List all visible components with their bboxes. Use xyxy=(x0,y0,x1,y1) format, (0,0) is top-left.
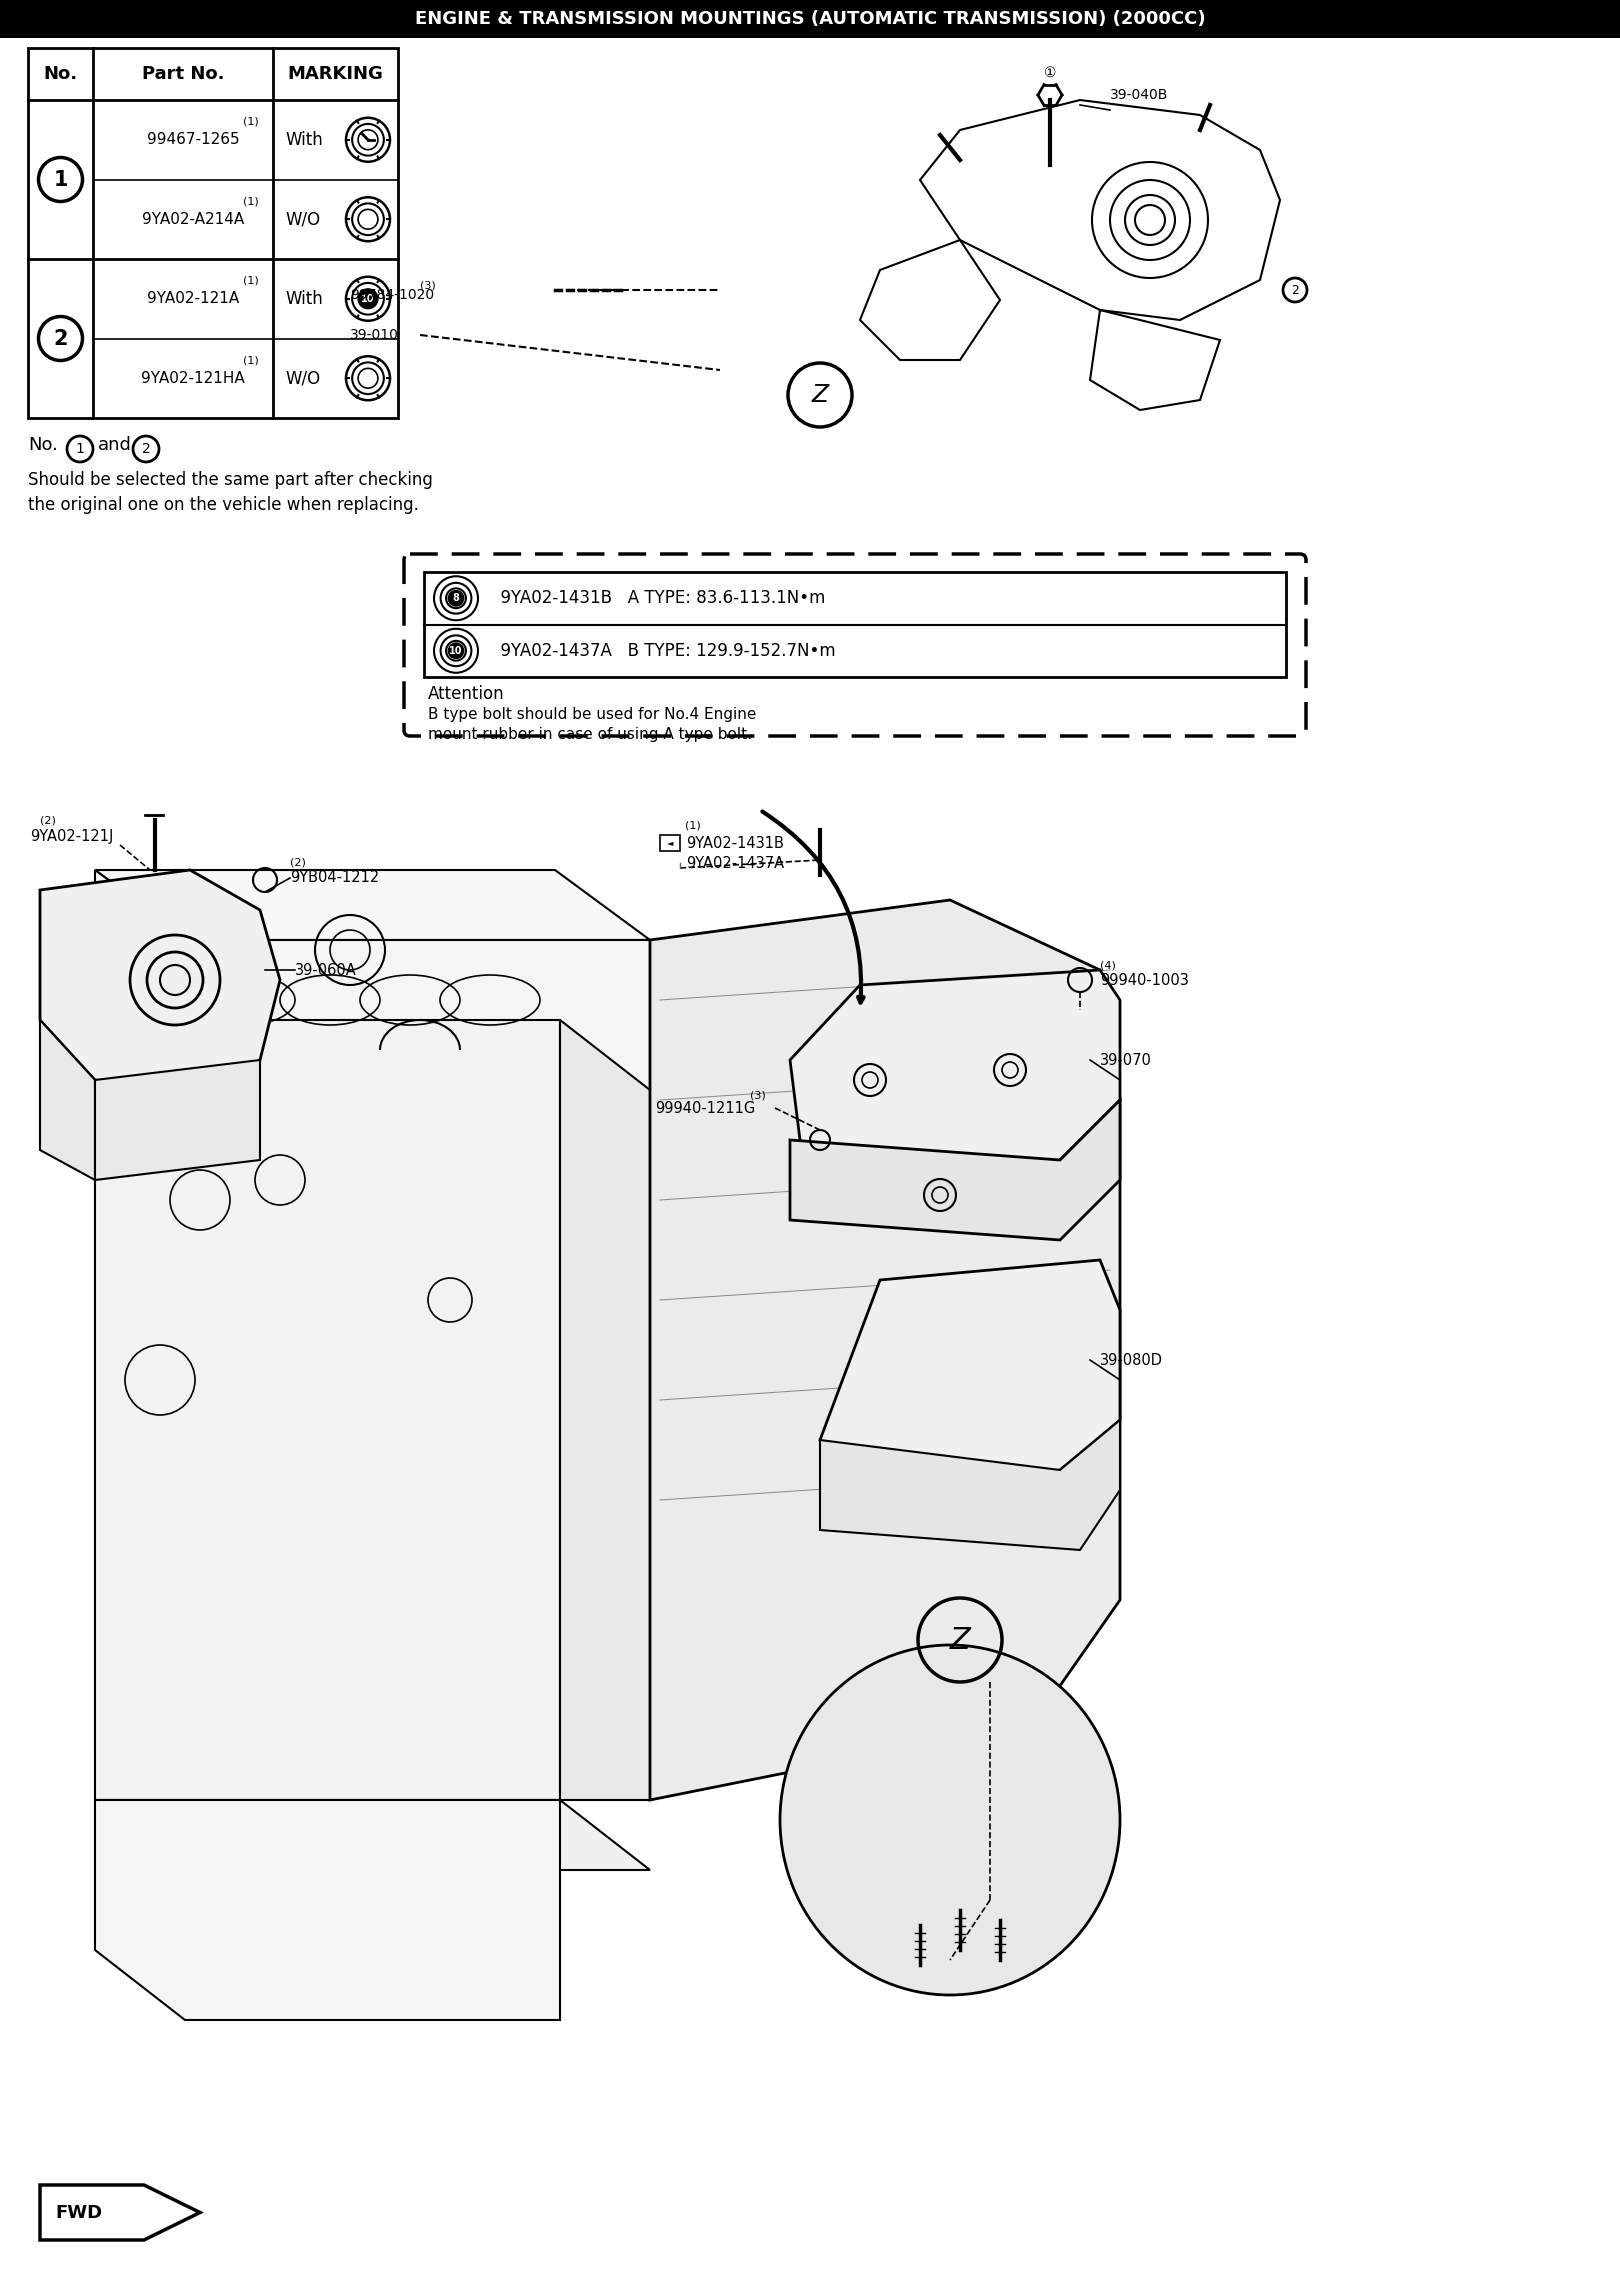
Text: 9YB04-1212: 9YB04-1212 xyxy=(290,869,379,885)
Text: ①: ① xyxy=(1043,66,1056,80)
FancyBboxPatch shape xyxy=(403,553,1306,735)
Bar xyxy=(0,0,1620,39)
Text: (4): (4) xyxy=(1100,960,1116,970)
Text: mount rubber in case of using A type bolt.: mount rubber in case of using A type bol… xyxy=(428,726,752,742)
Text: Attention: Attention xyxy=(428,685,504,703)
Text: Z: Z xyxy=(949,1625,970,1655)
Text: (2): (2) xyxy=(290,858,306,867)
Polygon shape xyxy=(40,1020,96,1179)
Polygon shape xyxy=(40,2185,199,2240)
Polygon shape xyxy=(40,869,280,1090)
Text: 8: 8 xyxy=(452,594,460,603)
Bar xyxy=(28,48,399,419)
Text: (1): (1) xyxy=(243,196,259,207)
Polygon shape xyxy=(820,1420,1119,1550)
Text: 39-070: 39-070 xyxy=(1100,1052,1152,1067)
Circle shape xyxy=(449,589,463,605)
Text: (1): (1) xyxy=(243,275,259,287)
Polygon shape xyxy=(96,869,650,940)
Text: and: and xyxy=(97,437,131,453)
Text: Part No.: Part No. xyxy=(143,66,224,82)
Text: 9YA02-121J: 9YA02-121J xyxy=(31,828,113,844)
Text: 9YA02-1437A: 9YA02-1437A xyxy=(685,856,784,869)
Text: 99940-1211G: 99940-1211G xyxy=(654,1102,755,1115)
Text: (3): (3) xyxy=(420,280,436,289)
Bar xyxy=(424,571,1286,676)
Polygon shape xyxy=(96,1800,561,2021)
Text: (1): (1) xyxy=(243,355,259,364)
Polygon shape xyxy=(96,1061,259,1179)
Text: (1): (1) xyxy=(685,819,701,831)
Polygon shape xyxy=(791,970,1119,1179)
Polygon shape xyxy=(561,1020,650,1800)
Text: (1): (1) xyxy=(243,116,259,127)
Circle shape xyxy=(358,289,377,310)
Text: 39-060A: 39-060A xyxy=(295,963,356,976)
Text: 99940-1003: 99940-1003 xyxy=(1100,972,1189,988)
Text: With: With xyxy=(285,130,322,148)
Text: 1: 1 xyxy=(76,442,84,455)
Text: the original one on the vehicle when replacing.: the original one on the vehicle when rep… xyxy=(28,496,420,514)
Bar xyxy=(659,835,680,851)
Text: 39-040B: 39-040B xyxy=(1110,89,1168,102)
Text: No.: No. xyxy=(44,66,78,82)
Text: 10: 10 xyxy=(449,646,463,655)
Text: No.: No. xyxy=(28,437,58,453)
Text: Z: Z xyxy=(812,382,828,407)
Text: 99467-1265: 99467-1265 xyxy=(147,132,240,148)
Text: With: With xyxy=(285,289,322,307)
Polygon shape xyxy=(96,869,650,1090)
Text: 9YA02-1431B   A TYPE: 83.6-113.1N•m: 9YA02-1431B A TYPE: 83.6-113.1N•m xyxy=(489,589,825,608)
Text: Should be selected the same part after checking: Should be selected the same part after c… xyxy=(28,471,433,489)
Text: W/O: W/O xyxy=(285,369,321,387)
Polygon shape xyxy=(650,899,1119,1800)
Polygon shape xyxy=(791,1099,1119,1240)
Text: B type bolt should be used for No.4 Engine: B type bolt should be used for No.4 Engi… xyxy=(428,708,757,721)
Text: 9YA02-1431B: 9YA02-1431B xyxy=(685,835,784,851)
Text: ◄: ◄ xyxy=(667,838,674,847)
Text: 39-010: 39-010 xyxy=(350,328,399,341)
Text: 39-080D: 39-080D xyxy=(1100,1352,1163,1368)
Text: 2: 2 xyxy=(1291,284,1299,296)
Text: 99784-1020: 99784-1020 xyxy=(350,289,434,303)
Text: 9YA02-121HA: 9YA02-121HA xyxy=(141,371,245,385)
Text: 2: 2 xyxy=(53,328,68,348)
Polygon shape xyxy=(96,1800,650,1871)
Text: 9YA02-121A: 9YA02-121A xyxy=(147,291,240,307)
Polygon shape xyxy=(96,1020,190,1821)
Text: MARKING: MARKING xyxy=(288,66,384,82)
Polygon shape xyxy=(96,1020,561,1800)
Text: 10: 10 xyxy=(361,294,374,303)
Ellipse shape xyxy=(779,1646,1119,1996)
Circle shape xyxy=(449,644,463,658)
Text: 1: 1 xyxy=(53,168,68,189)
Text: (2): (2) xyxy=(40,815,55,824)
Text: FWD: FWD xyxy=(55,2203,102,2221)
Text: 2: 2 xyxy=(141,442,151,455)
Text: W/O: W/O xyxy=(285,209,321,228)
Text: (3): (3) xyxy=(750,1090,766,1099)
Text: 9YA02-A214A: 9YA02-A214A xyxy=(143,212,245,228)
Text: 9YA02-1437A   B TYPE: 129.9-152.7N•m: 9YA02-1437A B TYPE: 129.9-152.7N•m xyxy=(489,642,836,660)
Polygon shape xyxy=(820,1261,1119,1491)
Text: ENGINE & TRANSMISSION MOUNTINGS (AUTOMATIC TRANSMISSION) (2000CC): ENGINE & TRANSMISSION MOUNTINGS (AUTOMAT… xyxy=(415,9,1205,27)
